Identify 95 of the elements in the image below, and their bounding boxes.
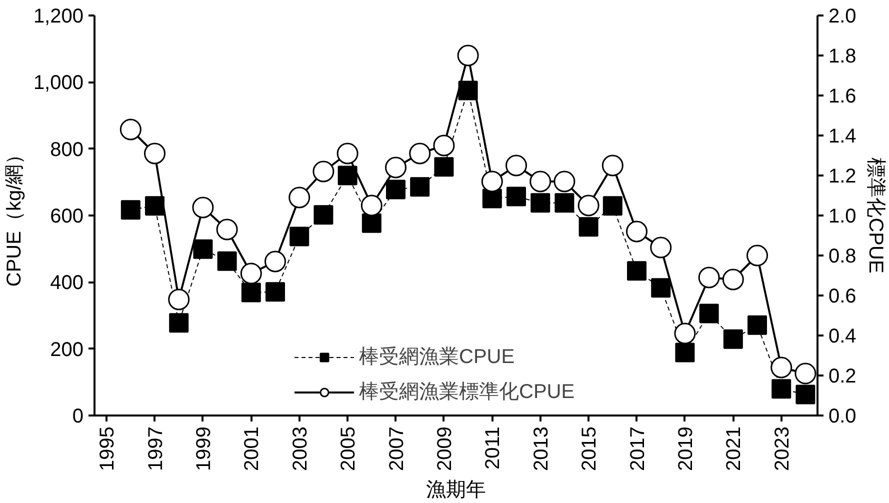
point [530,170,552,192]
point [651,278,671,298]
point [578,217,598,237]
x-tick-label: 2021 [723,426,746,471]
x-tick-label: 2013 [530,426,552,471]
point [145,196,164,216]
point [240,262,262,284]
point [241,282,261,302]
point [312,160,334,182]
y2-tick-label: 1.0 [828,206,856,228]
y-tick-label: 600 [50,206,84,228]
y2-axis-title: 標準化CPUE [864,158,886,274]
point [627,261,646,281]
point [360,194,382,216]
y2-tick-label: 0.0 [828,406,856,428]
y2-tick-label: 1.6 [828,86,856,108]
point [770,356,792,378]
point [433,134,455,156]
point [410,177,430,197]
y-tick-label: 0 [72,406,84,428]
y-tick-label: 1,200 [33,6,84,28]
point [192,196,214,218]
point [338,166,358,186]
point [506,154,527,176]
point [434,157,454,177]
point [699,304,719,324]
point [650,236,672,258]
y2-tick-label: 1.4 [828,126,856,148]
x-tick-label: 2019 [674,426,697,471]
x-tick-label: 2005 [338,426,360,471]
point [602,196,622,216]
point [554,193,574,213]
y2-tick-label: 1.8 [828,46,856,68]
point [796,384,816,404]
point [264,250,286,272]
y2-tick-label: 0.6 [828,286,856,308]
point [336,142,358,164]
point [482,188,502,208]
y2-tick-label: 0.4 [828,326,856,348]
x-tick-label: 2015 [578,426,601,471]
point [506,186,526,206]
point [748,315,767,335]
y-axis-title: CPUE（kg/網） [3,144,26,287]
point [266,282,285,302]
point [746,244,768,266]
point [168,288,190,310]
x-tick-label: 2011 [482,426,504,470]
point [120,200,140,220]
legend-label: 棒受網漁業CPUE [359,345,515,370]
point [385,156,406,178]
point [362,213,382,233]
point [578,194,600,216]
x-tick-label: 2023 [771,426,794,471]
point [723,329,743,349]
point [120,118,142,140]
point [386,180,406,200]
x-tick-label: 2001 [241,426,264,471]
x-tick-label: 2009 [434,426,456,471]
point [722,268,744,290]
point [144,142,166,164]
point [314,205,334,225]
point [602,154,624,176]
point [626,220,648,242]
y-tick-label: 400 [50,272,84,294]
y2-tick-label: 2.0 [828,6,856,28]
point [217,251,237,271]
point [481,170,503,192]
point [772,379,792,399]
legend-label: 棒受網漁業標準化CPUE [359,380,575,405]
y-tick-label: 800 [50,138,84,161]
x-tick-label: 1999 [192,426,215,471]
x-tick-label: 1997 [144,426,167,471]
point [530,193,550,213]
x-tick-label: 2007 [386,426,408,471]
y2-tick-label: 0.2 [828,366,856,388]
x-axis-title: 漁期年 [426,478,486,501]
point [409,142,431,164]
point [554,170,576,192]
y-tick-label: 200 [50,338,84,361]
x-tick-label: 1995 [96,426,119,471]
y2-tick-label: 0.8 [828,246,856,268]
point [290,226,310,246]
point [169,313,189,333]
point [288,186,310,208]
point [675,342,695,362]
x-tick-label: 2017 [626,426,649,471]
y2-tick-label: 1.2 [828,166,856,188]
point [698,266,720,288]
point [457,44,479,66]
point [794,362,816,384]
point [216,218,238,240]
x-tick-label: 2003 [289,426,312,471]
point [193,239,213,259]
point [674,322,696,344]
y-tick-label: 1,000 [33,72,84,94]
